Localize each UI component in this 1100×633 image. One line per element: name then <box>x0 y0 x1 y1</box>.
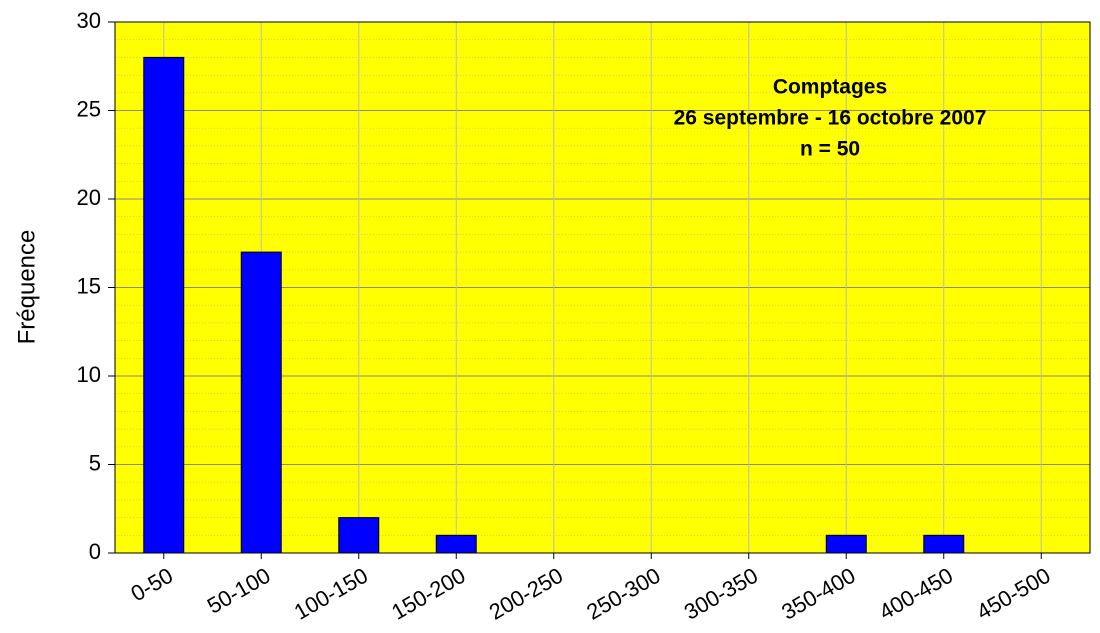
y-tick-label: 0 <box>89 539 101 564</box>
x-tick-label: 100-150 <box>290 563 372 625</box>
x-tick-label: 250-300 <box>582 563 664 625</box>
y-axis-label: Fréquence <box>13 230 40 345</box>
x-tick-label: 150-200 <box>387 563 469 625</box>
y-tick-label: 20 <box>77 185 101 210</box>
x-tick-label: 200-250 <box>485 563 567 625</box>
annotation: n = 50 <box>800 138 860 161</box>
x-tick-label: 300-350 <box>680 563 762 625</box>
y-tick-label: 25 <box>77 96 101 121</box>
x-tick-label: 350-400 <box>777 563 859 625</box>
y-tick-label: 5 <box>89 450 101 475</box>
y-tick-label: 15 <box>77 273 101 298</box>
annotation: Comptages <box>773 76 887 99</box>
y-tick-label: 10 <box>77 362 101 387</box>
y-tick-label: 30 <box>77 8 101 33</box>
annotation: 26 septembre - 16 octobre 2007 <box>674 107 987 130</box>
bar <box>825 534 867 554</box>
bar <box>143 56 185 554</box>
x-tick-label: 450-500 <box>972 563 1054 625</box>
x-tick-label: 50-100 <box>203 563 275 619</box>
x-tick-label: 400-450 <box>875 563 957 625</box>
plot-frame <box>114 21 1091 554</box>
bar <box>338 517 380 554</box>
bar <box>240 251 282 554</box>
bar <box>435 534 477 554</box>
bar <box>923 534 965 554</box>
x-tick-label: 0-50 <box>127 563 178 607</box>
